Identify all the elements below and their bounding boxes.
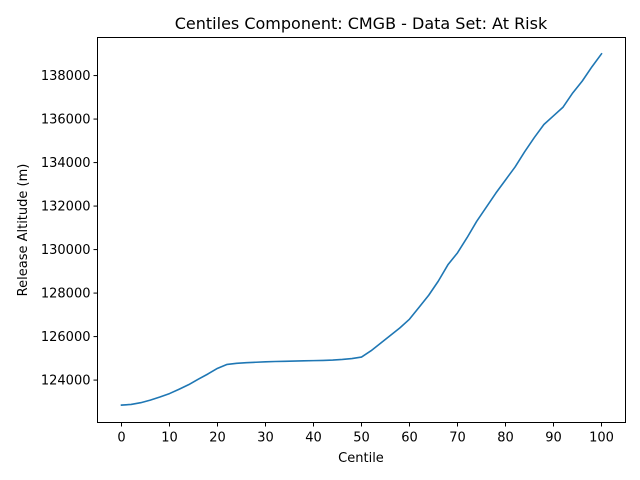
x-tick-label: 40: [305, 431, 322, 446]
x-tick-label: 80: [497, 431, 514, 446]
plot-series: [120, 52, 603, 406]
x-tick-label: 100: [589, 431, 614, 446]
x-axis-label: Centile: [338, 451, 384, 466]
x-tick-label: 90: [545, 431, 562, 446]
y-tick-label: 128000: [41, 287, 91, 302]
chart-title: Centiles Component: CMGB - Data Set: At …: [175, 14, 548, 33]
y-axis-ticks: 124000 126000 128000 130000 132000 134000 1360…: [41, 69, 98, 389]
x-tick-label: 50: [353, 431, 370, 446]
series-line: [120, 52, 603, 406]
y-tick-label: 138000: [41, 69, 91, 84]
y-tick-label: 130000: [41, 243, 91, 258]
plot-frame: [97, 37, 626, 423]
x-tick-label: 70: [449, 431, 466, 446]
y-axis-label: Release Altitude (m): [16, 164, 31, 297]
x-tick-label: 60: [401, 431, 418, 446]
x-tick-label: 20: [209, 431, 226, 446]
x-tick-label: 30: [257, 431, 274, 446]
y-tick-label: 124000: [41, 374, 91, 389]
x-axis-ticks: 0 10 20 30 40 50 60 70 80 90 100: [117, 422, 614, 446]
y-tick-label: 136000: [41, 113, 91, 128]
y-tick-label: 126000: [41, 330, 91, 345]
x-tick-label: 10: [161, 431, 178, 446]
y-tick-label: 134000: [41, 156, 91, 171]
x-tick-label: 0: [117, 431, 125, 446]
y-tick-label: 132000: [41, 200, 91, 215]
